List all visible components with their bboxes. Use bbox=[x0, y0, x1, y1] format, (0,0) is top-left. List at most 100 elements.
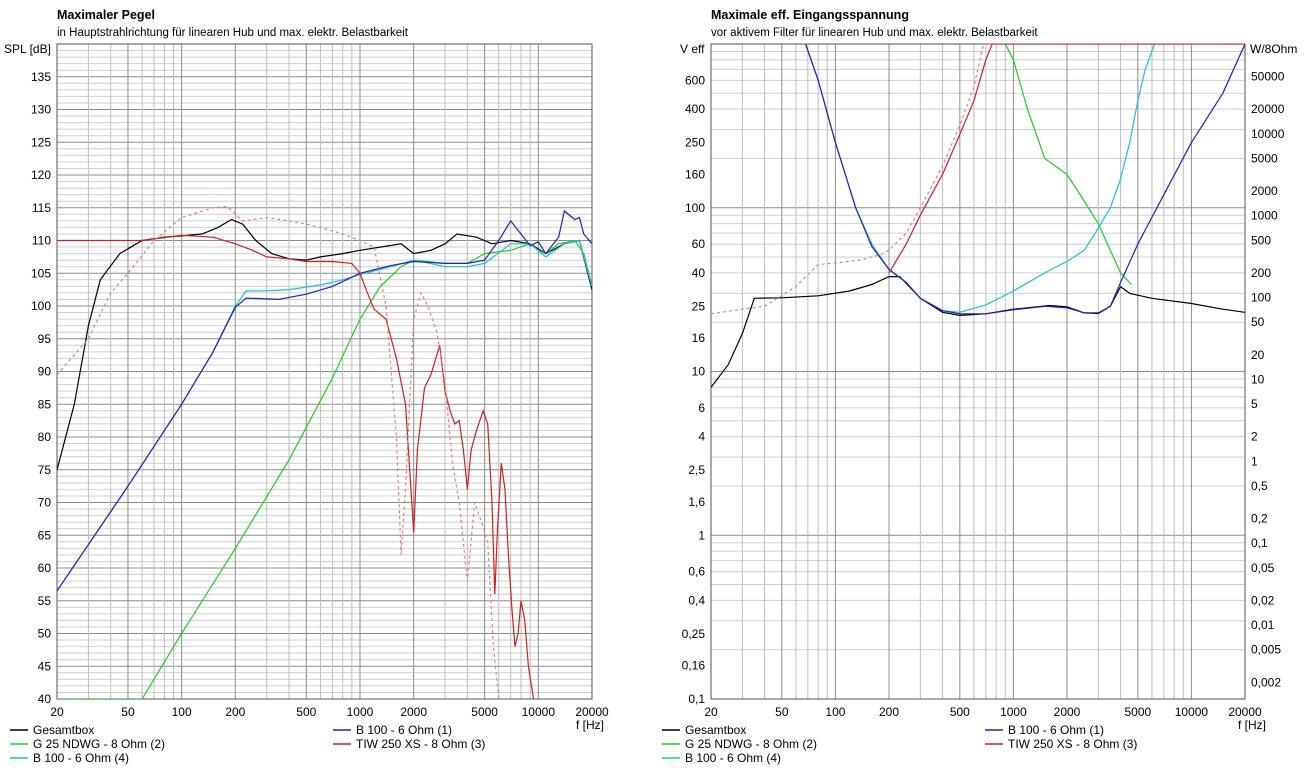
y2-tick-label: 5000 bbox=[1251, 151, 1278, 165]
y-tick-label: 1 bbox=[698, 528, 705, 542]
plot-frame bbox=[56, 43, 593, 700]
y2-tick-label: 0,002 bbox=[1251, 676, 1281, 690]
y-tick-label: 6 bbox=[698, 401, 705, 415]
y-tick-label: 16 bbox=[692, 331, 706, 345]
y-tick-labels: 40 45 50 55 60 65 70 75 80 85 90 95 100 105 110 115 120 1… bbox=[31, 70, 51, 706]
y-tick-label: 25 bbox=[692, 299, 706, 313]
legend-entry: B 100 - 6 Ohm (4) bbox=[685, 751, 781, 765]
y2-tick-label: 100 bbox=[1251, 291, 1271, 305]
y-tick-label: 600 bbox=[685, 73, 705, 87]
y2-tick-label: 0,01 bbox=[1251, 618, 1275, 632]
x-tick-labels: 20 50 100 200 500 1000 2000 5000 10000 20000 bbox=[704, 705, 1262, 719]
series-line bbox=[57, 234, 535, 699]
legend-entry: TIW 250 XS - 8 Ohm (3) bbox=[1008, 737, 1137, 751]
y-tick-label: 60 bbox=[692, 237, 706, 251]
y-tick-label: 70 bbox=[38, 496, 52, 510]
y2-tick-label: 5 bbox=[1251, 397, 1258, 411]
y-tick-label: 55 bbox=[38, 594, 52, 608]
y2-tick-label: 20000 bbox=[1251, 102, 1285, 116]
y2-axis-label: W/8Ohm bbox=[1250, 42, 1297, 56]
chart-title: Maximaler Pegel bbox=[57, 8, 155, 22]
x-tick-labels: 20 50 100 200 500 1000 2000 5000 10000 20000 bbox=[50, 705, 609, 719]
max-voltage-chart: Maximale eff. Eingangsspannung vor aktiv… bbox=[662, 8, 1297, 765]
x-tick-label: 20 bbox=[50, 705, 64, 719]
x-tick-label: 5000 bbox=[471, 705, 498, 719]
y-tick-label: 10 bbox=[692, 365, 706, 379]
chart-title: Maximale eff. Eingangsspannung bbox=[711, 8, 909, 22]
y-tick-label: 0,25 bbox=[682, 627, 706, 641]
series-line bbox=[711, 276, 1245, 388]
y-tick-label: 135 bbox=[31, 70, 51, 84]
y-tick-label: 75 bbox=[38, 463, 52, 477]
y-tick-label: 115 bbox=[32, 201, 51, 215]
x-tick-label: 50 bbox=[775, 705, 789, 719]
y-tick-label: 80 bbox=[38, 430, 52, 444]
chart-subtitle: vor aktivem Filter für linearen Hub und … bbox=[711, 27, 1038, 39]
x-tick-label: 20000 bbox=[1228, 705, 1262, 719]
series-line bbox=[1004, 44, 1132, 285]
y-tick-label: 95 bbox=[38, 332, 52, 346]
plot-frame bbox=[710, 43, 1246, 700]
y2-tick-label: 0,05 bbox=[1251, 561, 1275, 575]
series-line bbox=[805, 44, 1156, 313]
series-group bbox=[711, 44, 1245, 388]
x-tick-label: 50 bbox=[121, 705, 135, 719]
y-tick-label: 85 bbox=[38, 397, 52, 411]
y-tick-label: 400 bbox=[685, 102, 705, 116]
y2-tick-label: 10 bbox=[1251, 372, 1265, 386]
chart-subtitle: in Hauptstrahlrichtung für linearen Hub … bbox=[57, 27, 409, 39]
y-tick-label: 0,1 bbox=[688, 692, 705, 706]
y-tick-label: 2,5 bbox=[688, 463, 705, 477]
x-tick-label: 5000 bbox=[1124, 705, 1151, 719]
y-tick-label: 130 bbox=[31, 103, 51, 117]
y-tick-label: 120 bbox=[31, 168, 51, 182]
legend-entry: B 100 - 6 Ohm (1) bbox=[1008, 723, 1104, 737]
y-tick-label: 160 bbox=[685, 167, 705, 181]
legend: Gesamtbox B 100 - 6 Ohm (1) G 25 NDWG - 8 … bbox=[662, 723, 1137, 765]
y-tick-label: 60 bbox=[38, 561, 52, 575]
y-tick-label: 110 bbox=[32, 234, 51, 248]
legend-entry: Gesamtbox bbox=[33, 723, 94, 737]
legend-entry: TIW 250 XS - 8 Ohm (3) bbox=[356, 737, 485, 751]
series-line bbox=[711, 44, 985, 315]
y2-tick-label: 0,5 bbox=[1251, 479, 1268, 493]
y2-tick-label: 50 bbox=[1251, 315, 1265, 329]
x-tick-label: 10000 bbox=[1175, 705, 1209, 719]
grid bbox=[710, 43, 1246, 700]
y2-tick-label: 200 bbox=[1251, 266, 1271, 280]
x-tick-label: 2000 bbox=[400, 705, 427, 719]
y2-tick-label: 0,2 bbox=[1251, 512, 1268, 526]
series-line bbox=[57, 218, 592, 470]
x-tick-label: 500 bbox=[296, 705, 316, 719]
y-tick-label: 90 bbox=[38, 365, 52, 379]
x-tick-label: 100 bbox=[172, 705, 192, 719]
legend: Gesamtbox B 100 - 6 Ohm (1) G 25 NDWG - 8 … bbox=[10, 723, 485, 765]
x-tick-label: 10000 bbox=[522, 705, 556, 719]
x-tick-label: 20 bbox=[704, 705, 718, 719]
legend-entry: Gesamtbox bbox=[685, 723, 746, 737]
series-line bbox=[57, 209, 592, 592]
x-tick-label: 1000 bbox=[1000, 705, 1027, 719]
x-tick-label: 100 bbox=[825, 705, 845, 719]
x-tick-label: 200 bbox=[879, 705, 899, 719]
y2-tick-label: 2 bbox=[1251, 430, 1258, 444]
legend-entry: B 100 - 6 Ohm (4) bbox=[33, 751, 129, 765]
max-spl-chart: Maximaler Pegel in Hauptstrahlrichtung f… bbox=[4, 8, 609, 765]
x-tick-label: 20000 bbox=[575, 705, 609, 719]
y-tick-label: 250 bbox=[685, 136, 705, 150]
x-axis-label: f [Hz] bbox=[576, 718, 604, 732]
legend-entry: B 100 - 6 Ohm (1) bbox=[356, 723, 452, 737]
y2-tick-label: 1000 bbox=[1251, 209, 1278, 223]
y-tick-label: 40 bbox=[38, 692, 52, 706]
y-tick-label: 45 bbox=[38, 659, 52, 673]
y2-tick-label: 2000 bbox=[1251, 184, 1278, 198]
y-axis-label: V eff bbox=[680, 42, 705, 56]
legend-entry: G 25 NDWG - 8 Ohm (2) bbox=[33, 737, 165, 751]
y-tick-label: 100 bbox=[31, 299, 51, 313]
series-line bbox=[805, 44, 1245, 315]
x-tick-label: 1000 bbox=[347, 705, 374, 719]
y2-tick-label: 500 bbox=[1251, 233, 1271, 247]
x-tick-label: 500 bbox=[950, 705, 970, 719]
y-tick-label: 65 bbox=[38, 528, 52, 542]
